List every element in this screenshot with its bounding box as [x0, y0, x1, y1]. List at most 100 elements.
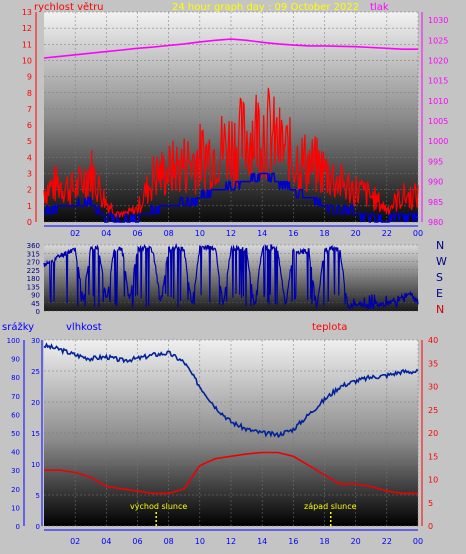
wind-axis-label: rychlost větru: [34, 1, 104, 13]
series-lines: [43, 38, 419, 526]
pressure-tick-label: 1030: [428, 16, 448, 25]
wind-tick-label: 3: [27, 170, 32, 179]
humidity-axis-label: vlhkost: [66, 322, 102, 333]
pressure-tick-label: 985: [428, 198, 443, 207]
chart-title: 24 hour graph day : 09 October 2022: [172, 2, 359, 13]
direction-tick-label: 360: [27, 242, 40, 250]
pressure-tick-label: 980: [428, 218, 443, 227]
time-tick-label: 04: [101, 229, 111, 238]
precip-tick-label: 25: [31, 368, 40, 376]
direction-tick-label: 270: [27, 259, 40, 267]
humidity-tick-label: 30: [11, 467, 20, 475]
time-tick-label: 00: [413, 537, 423, 546]
humidity-tick-label: 20: [11, 486, 20, 494]
pressure-tick-label: 1025: [428, 36, 448, 45]
precip-tick-label: 5: [36, 492, 40, 500]
temperature-tick-label: 35: [428, 359, 438, 368]
humidity-tick-label: 100: [7, 337, 20, 345]
precip-tick-label: 15: [31, 430, 40, 438]
temperature-tick-label: 30: [428, 383, 438, 392]
wind-tick-label: 2: [27, 186, 32, 195]
compass-w: W: [436, 255, 447, 268]
time-tick-label: 08: [164, 537, 174, 546]
wind-tick-label: 0: [27, 218, 32, 227]
grid-lines: [44, 11, 419, 527]
compass-e: E: [436, 287, 443, 300]
time-tick-label: 10: [195, 537, 205, 546]
time-tick-label: 18: [319, 229, 329, 238]
humidity-tick-label: 50: [11, 430, 20, 438]
direction-tick-label: 90: [31, 292, 40, 300]
time-tick-label: 02: [70, 537, 80, 546]
time-tick-label: 20: [351, 537, 361, 546]
direction-tick-label: 315: [27, 250, 40, 258]
direction-tick-label: 135: [27, 283, 40, 291]
time-tick-label: 22: [382, 537, 392, 546]
direction-tick-label: 180: [27, 275, 40, 283]
time-tick-label: 16: [288, 229, 298, 238]
wind-tick-label: 6: [27, 121, 32, 130]
temperature-tick-label: 40: [428, 336, 438, 345]
wind-tick-label: 8: [27, 89, 32, 98]
direction-tick-label: 225: [27, 267, 40, 275]
compass-n-top: N: [436, 239, 444, 252]
humidity-tick-label: 0: [16, 523, 20, 531]
temperature-tick-label: 15: [428, 452, 438, 461]
wind-tick-label: 9: [27, 73, 32, 82]
compass-n-bottom: N: [436, 303, 444, 316]
wind-tick-label: 4: [27, 153, 32, 162]
time-tick-label: 10: [195, 229, 205, 238]
time-tick-label: 22: [382, 229, 392, 238]
pressure-tick-label: 1005: [428, 117, 448, 126]
wind-direction-line: [43, 242, 419, 310]
pressure-tick-label: 1010: [428, 97, 448, 106]
wind-average-line: [44, 172, 418, 223]
humidity-tick-label: 40: [11, 449, 20, 457]
pressure-tick-label: 995: [428, 157, 443, 166]
wind-tick-label: 11: [22, 40, 32, 49]
time-tick-label: 20: [351, 229, 361, 238]
precip-tick-label: 30: [31, 337, 40, 345]
time-tick-label: 14: [257, 537, 267, 546]
pressure-line: [43, 38, 418, 59]
time-tick-label: 08: [164, 229, 174, 238]
time-tick-label: 00: [413, 229, 423, 238]
direction-tick-label: 0: [36, 308, 40, 316]
time-tick-label: 06: [132, 537, 142, 546]
humidity-line: [43, 342, 419, 439]
wind-tick-label: 13: [22, 8, 32, 17]
pressure-tick-label: 1000: [428, 137, 448, 146]
time-tick-label: 14: [257, 229, 267, 238]
temperature-tick-label: 5: [428, 499, 433, 508]
temperature-tick-label: 20: [428, 429, 438, 438]
humidity-tick-label: 10: [11, 504, 20, 512]
compass-s: S: [436, 271, 443, 284]
direction-tick-label: 45: [31, 300, 40, 308]
direction-plot-area: [44, 245, 418, 311]
wind-tick-label: 1: [27, 202, 32, 211]
time-tick-label: 04: [101, 537, 111, 546]
temperature-tick-label: 10: [428, 476, 438, 485]
wind-tick-label: 5: [27, 137, 32, 146]
humidity-tick-label: 80: [11, 374, 20, 382]
precip-tick-label: 10: [31, 461, 40, 469]
sunset-label: západ slunce: [304, 502, 357, 511]
temperature-line: [44, 451, 418, 495]
temperature-tick-label: 25: [428, 406, 438, 415]
humidity-tick-label: 60: [11, 411, 20, 419]
temperature-axis-label: teplota: [312, 322, 347, 333]
time-tick-label: 18: [319, 537, 329, 546]
wind-gust-line: [43, 87, 419, 219]
humidity-tick-label: 70: [11, 393, 20, 401]
precip-axis-label: srážky: [2, 321, 34, 333]
time-tick-label: 16: [288, 537, 298, 546]
time-tick-label: 12: [226, 537, 236, 546]
time-tick-label: 02: [70, 229, 80, 238]
time-tick-label: 12: [226, 229, 236, 238]
humidity-tick-label: 90: [11, 356, 20, 364]
pressure-tick-label: 1020: [428, 56, 448, 65]
pressure-tick-label: 990: [428, 178, 443, 187]
temperature-tick-label: 0: [428, 522, 433, 531]
